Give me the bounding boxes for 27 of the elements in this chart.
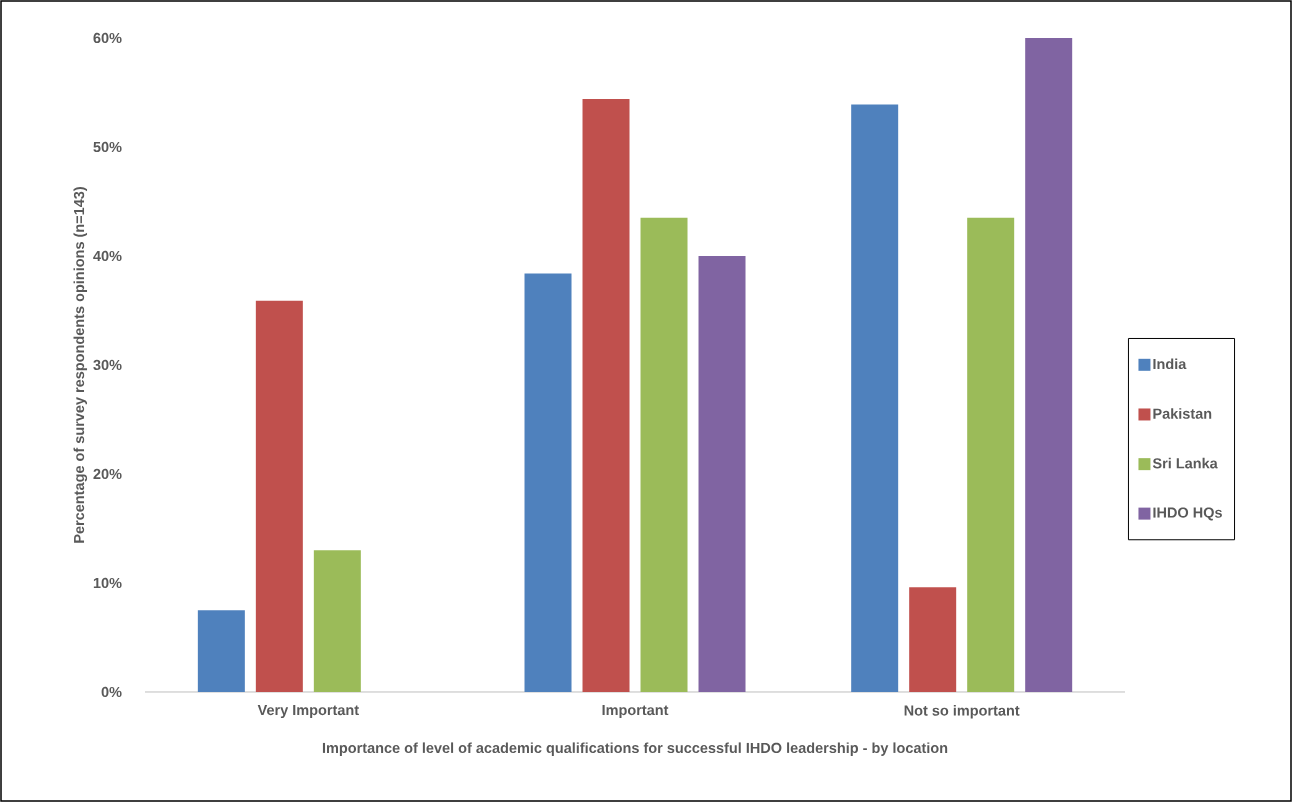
y-tick-label: 20% xyxy=(93,468,122,480)
bar xyxy=(851,104,899,692)
x-axis-title: Importance of level of academic qualifications for successful IHDO leadership - by location xyxy=(322,742,948,756)
x-tick-label: Important xyxy=(602,705,669,719)
bar xyxy=(313,550,361,692)
y-axis-title: Percentage of survey respondents opinions (n=143) xyxy=(73,187,88,543)
bar xyxy=(909,587,957,692)
y-tick-label: 60% xyxy=(93,32,122,44)
legend-label: Sri Lanka xyxy=(1152,457,1218,469)
x-tick-label: Very Important xyxy=(257,705,359,719)
x-tick-label: Not so important xyxy=(904,705,1020,719)
y-tick-label: 10% xyxy=(93,577,122,589)
y-tick-label: 40% xyxy=(93,250,122,262)
y-tick-label: 50% xyxy=(93,141,122,153)
y-tick-label: 0% xyxy=(101,686,122,698)
bar xyxy=(698,255,746,692)
bar xyxy=(640,217,688,692)
legend-label: IHDO HQs xyxy=(1153,507,1222,521)
bar xyxy=(197,610,245,692)
bar xyxy=(524,273,572,692)
bar xyxy=(255,300,303,692)
legend-label: Pakistan xyxy=(1153,408,1212,419)
bar xyxy=(967,217,1015,692)
legend-label: India xyxy=(1153,358,1187,370)
y-tick-label: 30% xyxy=(93,359,122,371)
bar xyxy=(582,99,630,692)
bar xyxy=(1025,37,1073,692)
